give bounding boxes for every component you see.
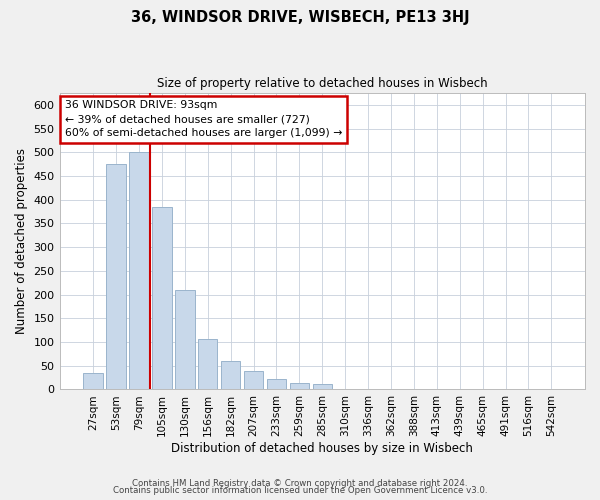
Bar (519, 388, 538, 390)
Bar (313, 384, 332, 390)
Bar (83, 373, 103, 390)
Bar (244, 372, 263, 390)
Y-axis label: Number of detached properties: Number of detached properties (15, 148, 28, 334)
X-axis label: Distribution of detached houses by size in Wisbech: Distribution of detached houses by size … (172, 442, 473, 455)
Bar (106, 164, 126, 390)
Bar (267, 379, 286, 390)
Bar (542, 388, 561, 390)
Bar (152, 207, 172, 390)
Bar (175, 290, 194, 390)
Text: 36, WINDSOR DRIVE, WISBECH, PE13 3HJ: 36, WINDSOR DRIVE, WISBECH, PE13 3HJ (131, 10, 469, 25)
Text: 36 WINDSOR DRIVE: 93sqm
← 39% of detached houses are smaller (727)
60% of semi-d: 36 WINDSOR DRIVE: 93sqm ← 39% of detache… (65, 100, 342, 138)
Bar (129, 152, 149, 390)
Bar (290, 384, 309, 390)
Text: Contains public sector information licensed under the Open Government Licence v3: Contains public sector information licen… (113, 486, 487, 495)
Text: Contains HM Land Registry data © Crown copyright and database right 2024.: Contains HM Land Registry data © Crown c… (132, 478, 468, 488)
Title: Size of property relative to detached houses in Wisbech: Size of property relative to detached ho… (157, 78, 488, 90)
Bar (198, 338, 217, 390)
Bar (221, 361, 241, 390)
